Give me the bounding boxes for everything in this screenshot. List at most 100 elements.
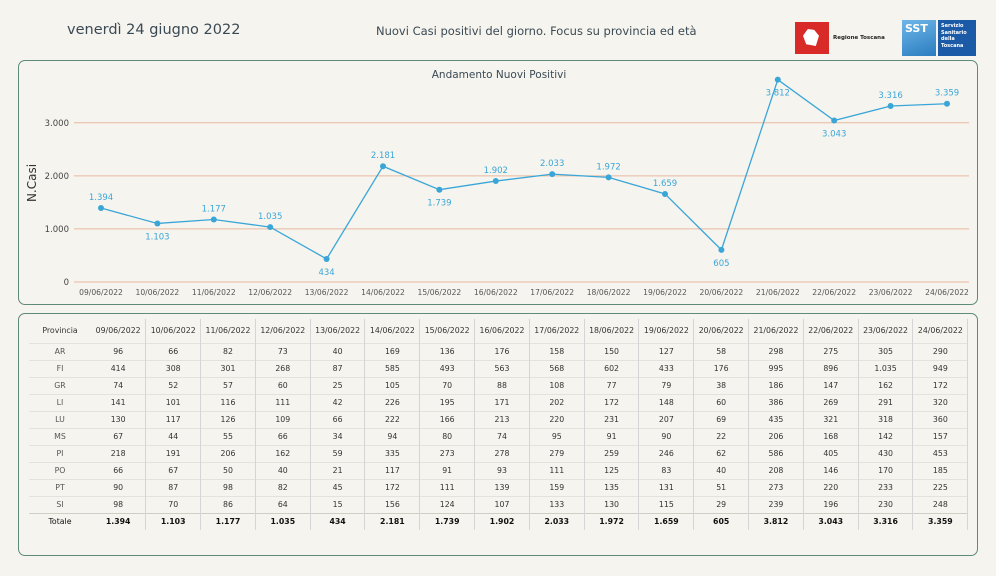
- value-cell: 80: [419, 427, 476, 445]
- value-cell: 1.103: [145, 512, 202, 530]
- value-cell: 1.394: [91, 512, 147, 530]
- value-cell: 233: [858, 478, 914, 496]
- column-header-date: 24/06/2022: [912, 319, 969, 343]
- value-cell: 268: [255, 359, 311, 377]
- y-tick-label: 3.000: [45, 119, 69, 129]
- table-row: PT 90 87 98 82 45 172 111 139 159 135 131 51 273 220 23…: [29, 478, 969, 496]
- value-cell: 206: [748, 427, 804, 445]
- value-cell: 25: [310, 376, 366, 394]
- province-cell: GR: [29, 376, 91, 394]
- value-cell: 2.181: [364, 512, 421, 530]
- value-cell: 225: [912, 478, 969, 496]
- table-row: LU 130 117 126 109 66 222 166 213 220 231 207 69 435 3…: [29, 410, 969, 428]
- value-cell: 156: [364, 495, 421, 513]
- value-cell: 67: [91, 427, 147, 445]
- value-cell: 226: [364, 393, 421, 411]
- value-cell: 117: [364, 461, 421, 479]
- value-cell: 131: [638, 478, 695, 496]
- data-point: [887, 102, 894, 109]
- value-cell: 275: [803, 342, 859, 360]
- province-cell: Totale: [29, 512, 91, 530]
- data-label: 2.033: [540, 159, 564, 169]
- value-cell: 93: [474, 461, 530, 479]
- value-cell: 38: [693, 376, 750, 394]
- data-point: [98, 205, 104, 212]
- value-cell: 146: [803, 461, 859, 479]
- value-cell: 74: [474, 427, 530, 445]
- value-cell: 87: [145, 478, 202, 496]
- data-label: 1.659: [653, 179, 677, 189]
- table-row: SI 98 70 86 64 15 156 124 107 133 130 115 29 239 196 23…: [29, 495, 969, 513]
- x-tick-label: 16/06/2022: [474, 288, 518, 297]
- value-cell: 1.972: [584, 512, 640, 530]
- sst-logo: SST Servizio Sanitario della Toscana: [902, 20, 976, 56]
- table-row: LI 141 101 116 111 42 226 195 171 202 172 148 60 386 2…: [29, 393, 969, 411]
- value-cell: 206: [200, 444, 256, 462]
- value-cell: 602: [584, 359, 640, 377]
- data-label: 1.177: [202, 205, 226, 215]
- value-cell: 172: [364, 478, 421, 496]
- data-point: [662, 190, 668, 197]
- value-cell: 66: [145, 342, 202, 360]
- data-point: [436, 186, 443, 193]
- value-cell: 66: [91, 461, 147, 479]
- value-cell: 308: [145, 359, 202, 377]
- value-cell: 142: [858, 427, 914, 445]
- value-cell: 111: [419, 478, 476, 496]
- value-cell: 320: [912, 393, 969, 411]
- column-header-date: 18/06/2022: [584, 319, 640, 343]
- value-cell: 3.812: [748, 512, 804, 530]
- value-cell: 1.177: [200, 512, 256, 530]
- value-cell: 185: [912, 461, 969, 479]
- value-cell: 60: [693, 393, 750, 411]
- sst-name-line: della: [941, 36, 955, 42]
- sst-name-line: Toscana: [941, 42, 964, 49]
- value-cell: 301: [200, 359, 256, 377]
- data-label: 434: [318, 268, 334, 278]
- value-cell: 101: [145, 393, 202, 411]
- value-cell: 213: [474, 410, 530, 428]
- x-tick-label: 19/06/2022: [643, 288, 687, 297]
- column-header-date: 12/06/2022: [255, 319, 311, 343]
- data-label: 1.103: [145, 232, 169, 242]
- value-cell: 220: [529, 410, 585, 428]
- column-header-date: 20/06/2022: [693, 319, 750, 343]
- data-label: 1.394: [89, 193, 113, 203]
- table-row: MS 67 44 55 66 34 94 80 74 95 91 90 22 206 168 142 157: [29, 427, 969, 445]
- value-cell: 55: [200, 427, 256, 445]
- province-cell: PT: [29, 478, 91, 496]
- data-point: [492, 178, 499, 185]
- data-point: [605, 174, 612, 181]
- data-point: [549, 171, 556, 178]
- value-cell: 44: [145, 427, 202, 445]
- province-cell: AR: [29, 342, 91, 360]
- value-cell: 1.902: [474, 512, 530, 530]
- value-cell: 116: [200, 393, 256, 411]
- value-cell: 273: [748, 478, 804, 496]
- column-header-date: 11/06/2022: [200, 319, 256, 343]
- value-cell: 171: [474, 393, 530, 411]
- value-cell: 57: [200, 376, 256, 394]
- y-tick-label: 0: [64, 278, 69, 288]
- data-point: [944, 100, 950, 107]
- value-cell: 246: [638, 444, 695, 462]
- value-cell: 414: [91, 359, 147, 377]
- x-tick-label: 15/06/2022: [418, 288, 462, 297]
- data-point: [831, 117, 838, 124]
- value-cell: 40: [693, 461, 750, 479]
- column-header-date: 23/06/2022: [858, 319, 914, 343]
- data-point: [323, 255, 330, 262]
- value-cell: 87: [310, 359, 366, 377]
- y-tick-label: 2.000: [45, 172, 69, 182]
- value-cell: 186: [748, 376, 804, 394]
- x-tick-label: 22/06/2022: [812, 288, 856, 297]
- data-label: 1.902: [484, 166, 508, 176]
- province-cell: LU: [29, 410, 91, 428]
- value-cell: 1.035: [858, 359, 914, 377]
- data-label: 1.972: [596, 162, 620, 172]
- chart-panel: Andamento Nuovi Positivi N.Casi 0 1.000 2.00…: [18, 60, 978, 305]
- value-cell: 135: [584, 478, 640, 496]
- value-cell: 88: [474, 376, 530, 394]
- value-cell: 896: [803, 359, 859, 377]
- value-cell: 62: [693, 444, 750, 462]
